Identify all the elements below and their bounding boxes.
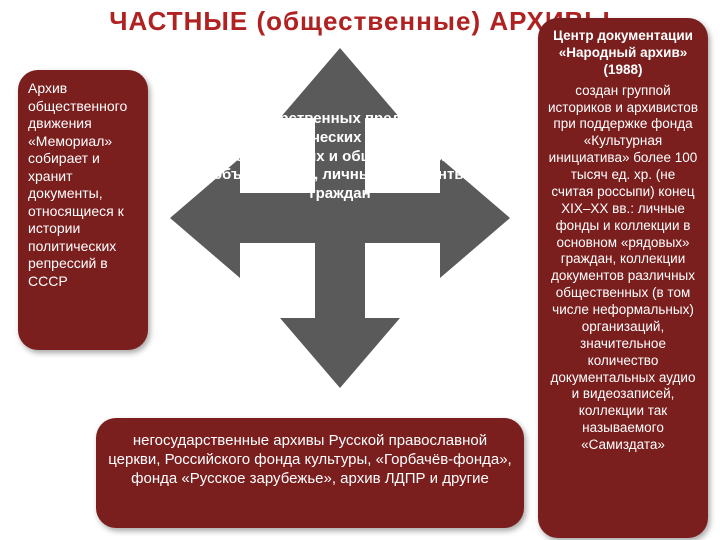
right-panel-text: создан группой историков и архивистов пр… [548, 83, 698, 454]
arrow-down-icon [280, 243, 400, 388]
arrow-right-icon [365, 158, 510, 278]
left-panel-text: Архив общественного движения «Мемориал» … [28, 80, 127, 289]
four-arrows-icon [170, 48, 510, 388]
arrow-center [315, 193, 365, 243]
arrow-left-icon [170, 158, 315, 278]
arrow-shape [170, 48, 510, 388]
left-panel: Архив общественного движения «Мемориал» … [18, 70, 148, 350]
right-panel-header: Центр документации «Народный архив» (198… [548, 28, 698, 79]
right-panel: Центр документации «Народный архив» (198… [538, 18, 708, 538]
bottom-panel: негосударственные архивы Русской правосл… [96, 418, 524, 528]
bottom-panel-text: негосударственные архивы Русской правосл… [108, 432, 511, 487]
arrow-up-icon [280, 48, 400, 193]
title-part1: ЧАСТНЫЕ [109, 6, 248, 36]
title-part2: (общественные) [256, 6, 481, 36]
